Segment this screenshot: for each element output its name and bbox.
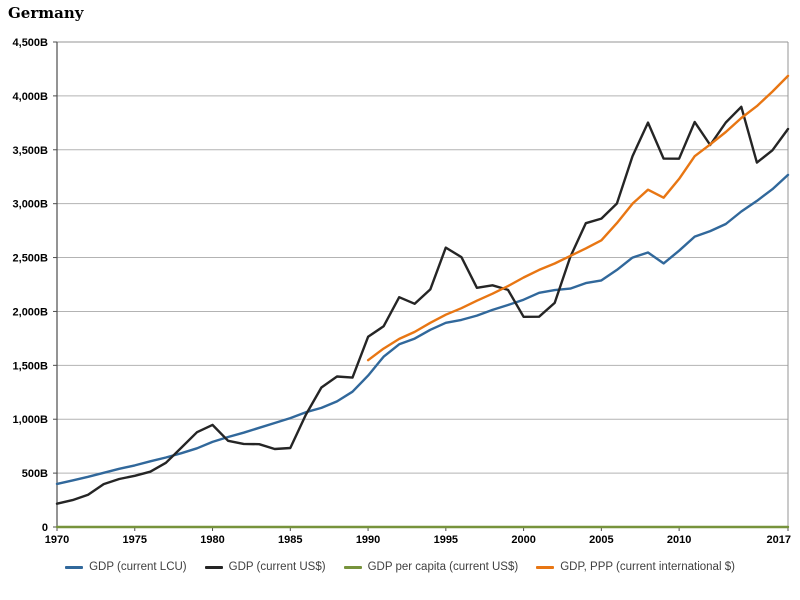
x-tick-label-2017: 2017	[767, 534, 791, 546]
x-tick-label-2010: 2010	[667, 534, 691, 546]
legend-item-gdp-current-lcu: GDP (current LCU)	[65, 561, 187, 573]
y-tick-label-3500: 3,500B	[13, 145, 49, 157]
x-tick-label-1970: 1970	[45, 534, 69, 546]
chart-title: Germany	[8, 4, 84, 22]
x-tick-label-2000: 2000	[511, 534, 535, 546]
y-tick-label-500: 500B	[22, 468, 48, 480]
y-tick-label-0: 0	[42, 522, 48, 534]
legend-item-gdp-per-capita-current-us: GDP per capita (current US$)	[343, 561, 519, 573]
legend-item-gdp-current-us: GDP (current US$)	[204, 561, 326, 573]
legend-label-gdp-ppp-current-international: GDP, PPP (current international $)	[560, 561, 735, 573]
series-line-gdp-current-lcu	[55, 173, 790, 486]
y-tick-label-3000: 3,000B	[13, 199, 49, 211]
legend-label-gdp-current-us: GDP (current US$)	[228, 561, 326, 573]
y-tick-label-1500: 1,500B	[13, 360, 49, 372]
series-line-gdp-current-us	[55, 105, 790, 505]
legend-swatch-gdp-current-lcu	[65, 565, 84, 569]
x-tick-label-1990: 1990	[356, 534, 380, 546]
legend-swatch-gdp-current-us	[204, 565, 223, 569]
series-line-gdp-ppp-current-international	[366, 74, 790, 362]
x-tick-label-1995: 1995	[434, 534, 458, 546]
x-tick-label-1985: 1985	[278, 534, 302, 546]
legend-item-gdp-ppp-current-international: GDP, PPP (current international $)	[536, 561, 735, 573]
x-tick-label-2005: 2005	[589, 534, 613, 546]
y-tick-label-2500: 2,500B	[13, 253, 49, 265]
y-tick-label-4500: 4,500B	[13, 37, 49, 49]
y-tick-label-4000: 4,000B	[13, 91, 49, 103]
legend-label-gdp-current-lcu: GDP (current LCU)	[89, 561, 187, 573]
y-tick-label-2000: 2,000B	[13, 306, 49, 318]
plot-area: 0 500B 1,000B 1,500B 2,000B 2,500B 3,000B 3,500…	[13, 37, 791, 546]
x-tick-label-1980: 1980	[200, 534, 224, 546]
y-tick-label-1000: 1,000B	[13, 414, 49, 426]
legend: GDP (current LCU) GDP (current US$) GDP pe…	[0, 561, 800, 573]
legend-swatch-gdp-per-capita-current-us	[343, 565, 362, 569]
x-tick-label-1975: 1975	[123, 534, 147, 546]
legend-label-gdp-per-capita-current-us: GDP per capita (current US$)	[367, 561, 519, 573]
legend-swatch-gdp-ppp-current-international	[536, 565, 555, 569]
